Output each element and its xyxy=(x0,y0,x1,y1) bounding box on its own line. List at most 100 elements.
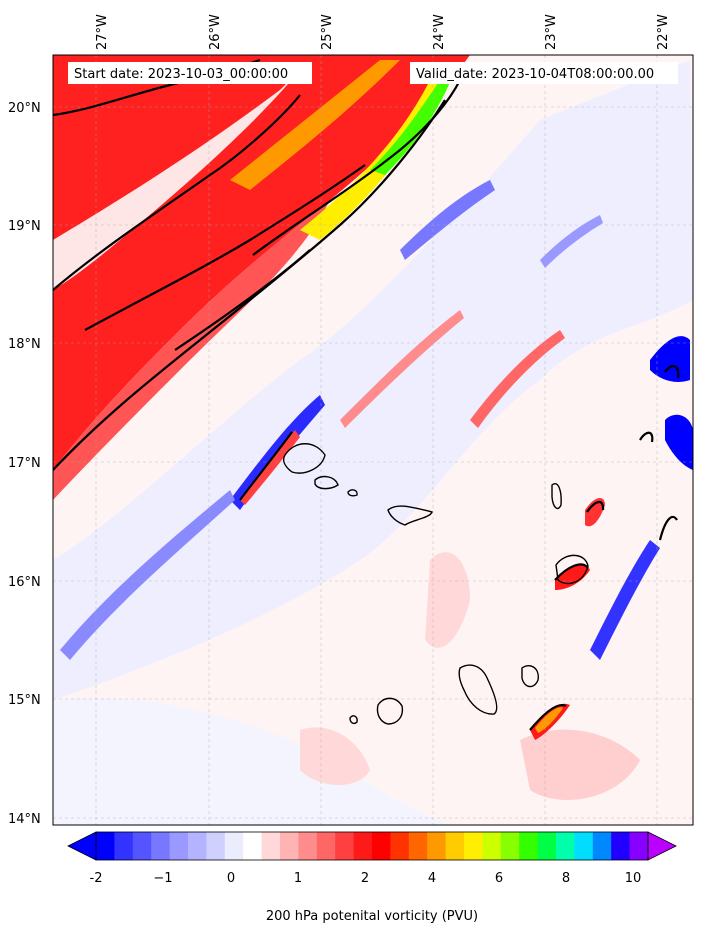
pv-field-orange-streak xyxy=(535,707,563,733)
pv-field-blue-streak-5 xyxy=(665,414,693,470)
pv-field-blue-streak-7 xyxy=(540,215,603,268)
pv-field-red-streak-4 xyxy=(240,430,300,505)
lon-tick-label: 22°W xyxy=(656,14,671,50)
lat-tick-label: 19°N xyxy=(8,219,41,234)
start-date-label: Start date: 2023-10-03_00:00:00 xyxy=(74,67,288,82)
pv-field-pink-patch-3 xyxy=(425,552,470,648)
lat-tick-label: 17°N xyxy=(8,456,41,471)
island-fogo xyxy=(376,697,404,725)
colorbar-tick-label: 2 xyxy=(361,871,369,886)
lat-tick-labels: 20°N 19°N 18°N 17°N 16°N 15°N 14°N xyxy=(8,101,41,827)
colorbar-tick-label: −1 xyxy=(153,871,172,886)
lon-tick-label: 27°W xyxy=(95,14,110,50)
pv-field-jet-red xyxy=(53,55,470,470)
colorbar-segment xyxy=(390,832,410,860)
colorbar-segment xyxy=(482,832,502,860)
colorbar-tick-label: 8 xyxy=(562,871,570,886)
colorbar-segment xyxy=(408,832,428,860)
map-frame xyxy=(52,54,694,826)
colorbar-segment xyxy=(206,832,226,860)
pv-field-red-streak-3 xyxy=(585,498,605,527)
pv-field-jet-green xyxy=(370,70,455,175)
colorbar-segment xyxy=(169,832,189,860)
valid-date-box xyxy=(410,62,678,84)
pv-field-blue-streak-2 xyxy=(60,490,235,660)
pv-field-lowvalue-region xyxy=(53,60,693,700)
colorbar-segment xyxy=(629,832,649,860)
island-santo-antao xyxy=(283,443,326,474)
colorbar-extend-max xyxy=(647,831,677,861)
pv-field-lowvalue-region-2 xyxy=(53,698,450,825)
lat-tick-label: 14°N xyxy=(8,812,41,827)
lat-tick-label: 20°N xyxy=(8,101,41,116)
colorbar-segment xyxy=(280,832,299,860)
colorbar-tick-labels: -2 −1 0 1 2 4 6 8 10 14 xyxy=(90,871,642,886)
colorbar-extend-min xyxy=(67,831,97,861)
map-panel: Start date: 2023-10-03_00:00:00 Valid_da… xyxy=(53,55,693,825)
colorbar-tick-label: 4 xyxy=(428,871,436,886)
lon-tick-label: 25°W xyxy=(320,14,335,50)
valid-date-label: Valid_date: 2023-10-04T08:00:00.00 xyxy=(416,67,654,82)
island-sao-nicolau xyxy=(387,505,433,526)
colorbar-segment xyxy=(464,832,483,860)
pv-field-jet-orange xyxy=(230,60,400,190)
lat-tick-label: 18°N xyxy=(8,337,41,352)
gridlines xyxy=(53,55,693,825)
colorbar-segment xyxy=(574,832,594,860)
colorbar-segment xyxy=(188,832,207,860)
colorbar-title: 200 hPa potenital vorticity (PVU) xyxy=(266,909,478,924)
lon-tick-label: 26°W xyxy=(208,14,223,50)
pv-field-jet-yellow xyxy=(300,70,450,240)
colorbar-tick-label: 0 xyxy=(227,871,235,886)
colorbar-segment xyxy=(500,832,520,860)
colorbar-segment xyxy=(243,832,263,860)
colorbar-segment xyxy=(114,832,134,860)
colorbar-segment xyxy=(537,832,557,860)
island-maio xyxy=(521,664,539,688)
island-brava xyxy=(349,715,358,725)
colorbar-segment xyxy=(592,832,612,860)
pv-field-pink-patch-2 xyxy=(520,729,640,800)
coastlines xyxy=(283,443,589,725)
colorbar-segment xyxy=(556,832,575,860)
colorbar-segment xyxy=(151,832,171,860)
pv-contours-2 xyxy=(53,58,680,731)
colorbar-tick-label: 6 xyxy=(495,871,503,886)
pv-field-blue-streak-3 xyxy=(590,540,660,660)
colorbar-frame xyxy=(95,831,649,861)
lat-tick-label: 15°N xyxy=(8,693,41,708)
colorbar-segment xyxy=(96,832,115,860)
colorbar-segment xyxy=(316,832,336,860)
colorbar-segment xyxy=(353,832,373,860)
pv-field-blue-streak-6 xyxy=(400,180,495,260)
island-sal xyxy=(551,483,562,510)
lon-tick-label: 23°W xyxy=(544,14,559,50)
colorbar-segment xyxy=(132,832,152,860)
colorbar-segment xyxy=(519,832,539,860)
colorbar-segment xyxy=(298,832,318,860)
pv-field-pink-patch xyxy=(300,727,370,785)
pv-field-blue-streak-4 xyxy=(650,336,690,382)
colorbar-segment xyxy=(611,832,631,860)
island-boa-vista xyxy=(555,554,589,585)
lon-tick-label: 24°W xyxy=(432,14,447,50)
colorbar-segment xyxy=(335,832,355,860)
colorbar-segment xyxy=(224,832,244,860)
pv-field-jet-white-band xyxy=(53,70,300,290)
colorbar-tick-label: -2 xyxy=(90,871,103,886)
pv-field-red-streak-5 xyxy=(470,330,565,428)
colorbar-segment xyxy=(261,832,281,860)
colorbar-tick-label: 10 xyxy=(625,871,642,886)
island-santa-luzia xyxy=(347,489,358,497)
island-sao-vicente xyxy=(314,475,339,490)
pv-field-jet-red-light xyxy=(53,200,330,500)
colorbar-segment xyxy=(427,832,447,860)
colorbar-segment xyxy=(445,832,465,860)
island-santiago xyxy=(458,664,498,715)
colorbar-tick-label: 1 xyxy=(294,871,302,886)
colorbar-segments xyxy=(96,832,649,860)
colorbar-segment xyxy=(372,832,391,860)
lat-tick-label: 16°N xyxy=(8,575,41,590)
lon-tick-labels: 27°W 26°W 25°W 24°W 23°W 22°W xyxy=(95,14,671,50)
